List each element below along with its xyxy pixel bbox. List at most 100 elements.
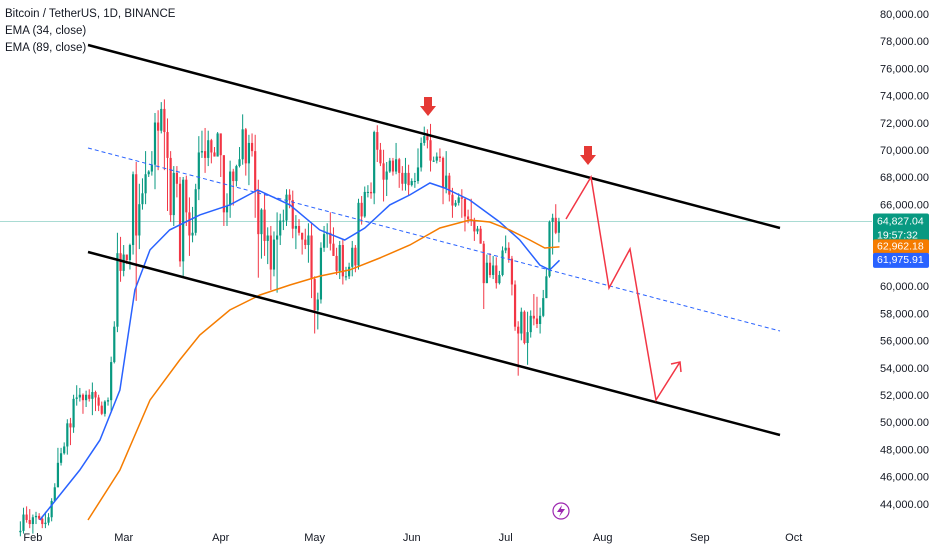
candle-body xyxy=(272,239,276,270)
candle-body xyxy=(495,265,498,284)
ema-line xyxy=(39,182,561,521)
candle-body xyxy=(185,179,188,213)
candle-body xyxy=(75,397,78,399)
candle-body xyxy=(219,133,222,156)
candle-body xyxy=(85,394,88,401)
candle-body xyxy=(275,235,279,240)
legend-entry: EMA (89, close) xyxy=(5,42,86,54)
candle-body xyxy=(426,136,429,141)
price-label-box xyxy=(873,252,929,268)
price-label: 61,975.91 xyxy=(877,254,924,266)
candle-body xyxy=(247,142,251,164)
candle-body xyxy=(263,209,266,241)
y-tick-label: 54,000.00 xyxy=(880,363,929,375)
candle-body xyxy=(128,245,132,260)
candle-body xyxy=(454,202,457,206)
candle-body xyxy=(28,519,31,525)
y-tick-label: 50,000.00 xyxy=(880,417,929,429)
y-tick-label: 52,000.00 xyxy=(880,390,929,402)
ema-line xyxy=(87,219,560,521)
candle-body xyxy=(557,221,560,233)
candle-body xyxy=(135,174,138,236)
candle-body xyxy=(56,462,60,488)
candle-body xyxy=(513,284,517,327)
candle-body xyxy=(113,326,116,363)
x-tick-label: Feb xyxy=(23,532,42,544)
candle-body xyxy=(216,133,219,157)
candle-body xyxy=(106,400,110,402)
candle-body xyxy=(394,159,398,172)
candle-body xyxy=(66,423,69,447)
candle-body xyxy=(291,200,294,229)
candle-body xyxy=(210,140,213,153)
candle-body xyxy=(451,194,454,206)
candle-body xyxy=(435,156,438,161)
legend-entry: EMA (34, close) xyxy=(5,25,86,37)
candle-body xyxy=(97,397,100,406)
candle-body xyxy=(539,315,542,324)
candle-body xyxy=(203,151,207,158)
candle-body xyxy=(438,156,442,158)
candle-body xyxy=(166,132,169,158)
candle-body xyxy=(25,514,28,520)
candle-body xyxy=(473,220,476,232)
candle-body xyxy=(169,157,172,216)
down-arrow xyxy=(580,146,596,165)
candle-body xyxy=(307,235,310,246)
candle-body xyxy=(354,247,357,266)
candle-body xyxy=(200,151,204,153)
candle-body xyxy=(235,166,238,182)
candle-body xyxy=(69,423,72,428)
candle-body xyxy=(398,159,401,173)
candle-body xyxy=(103,401,106,414)
candle-body xyxy=(175,172,179,184)
x-tick-label: Jul xyxy=(499,532,513,544)
candle-body xyxy=(178,183,182,262)
candle-body xyxy=(316,299,319,311)
candle-body xyxy=(63,446,66,454)
candle-body xyxy=(385,171,388,180)
candle-body xyxy=(232,171,235,182)
candle-body xyxy=(379,149,382,164)
candle-body xyxy=(213,152,216,157)
candle-body xyxy=(138,204,141,236)
candle-body xyxy=(225,205,229,213)
candle-body xyxy=(551,217,554,222)
candle-body xyxy=(150,164,153,172)
y-tick-label: 66,000.00 xyxy=(880,199,929,211)
candle-body xyxy=(301,232,304,240)
candle-body xyxy=(266,235,269,241)
candle-body xyxy=(360,202,363,217)
x-tick-label: Sep xyxy=(690,532,710,544)
y-tick-label: 58,000.00 xyxy=(880,308,929,320)
chart-title: Bitcoin / TetherUS, 1D, BINANCE xyxy=(5,8,176,20)
candle-body xyxy=(207,140,210,158)
candle-body xyxy=(407,172,410,186)
candle-body xyxy=(91,392,94,399)
candle-body xyxy=(191,232,194,236)
candle-body xyxy=(429,140,432,161)
candle-body xyxy=(160,108,163,131)
candle-body xyxy=(50,500,53,518)
y-tick-label: 70,000.00 xyxy=(880,145,929,157)
countdown: 19:57:32 xyxy=(877,229,918,241)
y-tick-label: 74,000.00 xyxy=(880,91,929,103)
channel-mid xyxy=(87,147,781,332)
candle-body xyxy=(94,392,97,398)
y-tick-label: 48,000.00 xyxy=(880,444,929,456)
candle-body xyxy=(319,247,323,300)
candle-body xyxy=(188,212,191,236)
y-tick-label: 80,000.00 xyxy=(880,9,929,21)
x-tick-label: Oct xyxy=(785,532,802,544)
y-tick-label: 72,000.00 xyxy=(880,118,929,130)
candle-body xyxy=(357,202,360,266)
x-tick-label: May xyxy=(304,532,325,544)
y-tick-label: 46,000.00 xyxy=(880,472,929,484)
candle-body xyxy=(432,160,435,162)
candle-body xyxy=(529,315,532,333)
candle-body xyxy=(366,191,369,193)
legend: Bitcoin / TetherUS, 1D, BINANCE EMA (34,… xyxy=(5,8,176,54)
candle-body xyxy=(131,174,135,246)
candle-body xyxy=(448,175,451,195)
